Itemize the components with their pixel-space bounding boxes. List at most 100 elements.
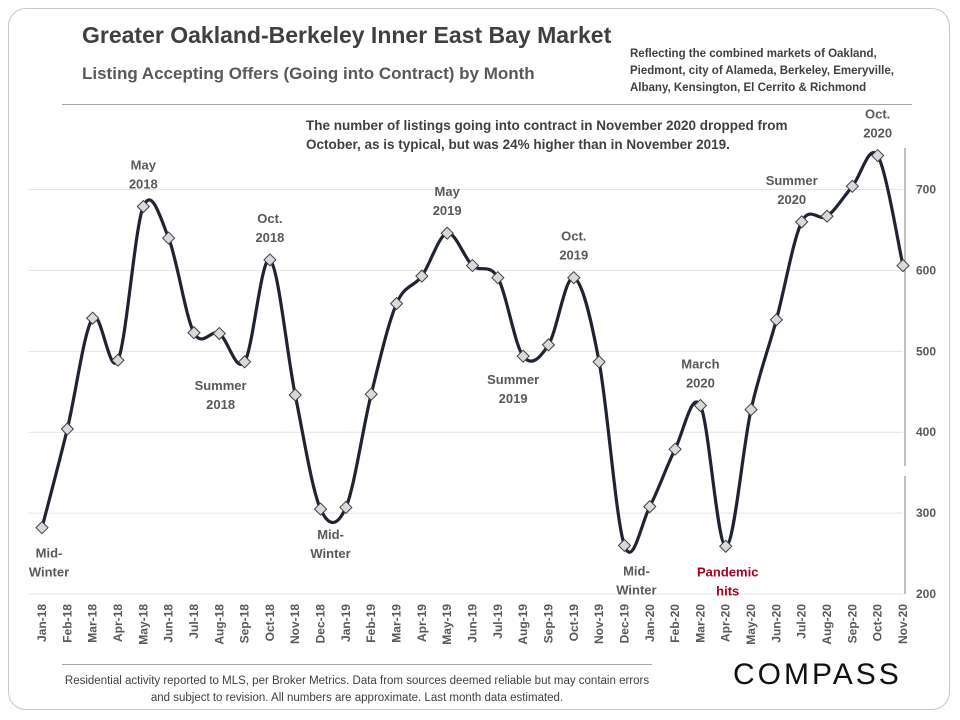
- data-point: [541, 338, 556, 352]
- data-point: [491, 271, 505, 285]
- point-annotation: 2018: [129, 177, 158, 192]
- data-point: [187, 326, 201, 340]
- data-point: [389, 296, 404, 311]
- data-point: [35, 520, 49, 535]
- x-tick-label: Oct-19: [567, 604, 581, 642]
- x-tick-label: Feb-18: [60, 604, 74, 643]
- y-tick-label: 700: [916, 183, 936, 197]
- point-annotation: 2018: [206, 397, 235, 412]
- data-point: [237, 355, 252, 369]
- x-tick-label: Jul-19: [491, 604, 505, 639]
- data-point: [567, 271, 581, 285]
- gridlines: [28, 189, 903, 595]
- point-annotation: Summer: [766, 173, 818, 188]
- x-tick-label: Aug-18: [212, 604, 226, 645]
- point-annotation: March: [681, 357, 719, 372]
- data-point: [870, 148, 885, 163]
- x-tick-label: Apr-18: [111, 604, 125, 642]
- point-annotation: Oct.: [257, 211, 282, 226]
- x-tick-label: Aug-20: [820, 604, 834, 645]
- point-annotation: 2018: [255, 230, 284, 245]
- x-tick-label: May-18: [136, 604, 150, 645]
- point-annotations: Mid- Winter May 2018 Summer 2018 Oct. 2018 Mid- W…: [29, 107, 892, 599]
- point-annotation: 2020: [686, 376, 715, 391]
- x-tick-label: Feb-20: [668, 604, 682, 643]
- data-point: [516, 349, 530, 363]
- chart-title: Greater Oakland-Berkeley Inner East Bay …: [82, 22, 612, 48]
- x-tick-label: Apr-19: [415, 604, 429, 642]
- y-tick-label: 500: [916, 344, 936, 358]
- point-annotation: Winter: [616, 582, 656, 597]
- point-annotation: May: [131, 158, 157, 173]
- point-annotation: Summer: [195, 378, 247, 393]
- data-point: [313, 502, 328, 516]
- y-tick-label: 600: [916, 263, 936, 277]
- point-annotation: 2019: [559, 248, 588, 263]
- data-point: [60, 422, 75, 436]
- point-annotation: Winter: [29, 565, 69, 580]
- data-point: [111, 353, 125, 367]
- x-tick-label: Feb-19: [364, 604, 378, 643]
- x-tick-label: Dec-18: [314, 604, 328, 644]
- chart-subtitle: Listing Accepting Offers (Going into Con…: [82, 64, 535, 83]
- data-point: [339, 500, 353, 515]
- data-point: [136, 199, 151, 214]
- x-tick-label: Jan-20: [643, 604, 657, 642]
- data-point: [719, 539, 733, 553]
- data-point: [465, 258, 480, 273]
- data-point: [288, 388, 302, 402]
- x-tick-label: Dec-19: [617, 604, 631, 644]
- x-tick-label: Nov-18: [288, 604, 302, 644]
- chart-annotation: The number of listings going into contra…: [306, 118, 788, 152]
- y-tick-label: 300: [916, 506, 936, 520]
- data-point: [85, 311, 100, 325]
- x-tick-label: Sep-18: [238, 604, 252, 644]
- point-annotation: 2019: [499, 391, 528, 406]
- x-tick-label: Jan-18: [35, 604, 49, 642]
- data-point: [794, 215, 809, 229]
- data-point: [440, 226, 454, 240]
- data-point: [263, 253, 277, 267]
- x-tick-label: Mar-18: [86, 604, 100, 643]
- x-tick-label: Oct-20: [871, 604, 885, 642]
- x-tick-label: Nov-20: [896, 604, 910, 644]
- y-tick-label: 400: [916, 425, 936, 439]
- data-point: [896, 258, 910, 273]
- markets-note: Reflecting the combined markets of Oakla…: [630, 48, 894, 94]
- x-tick-label: Mar-20: [693, 604, 707, 643]
- data-point: [592, 355, 606, 369]
- y-tick-label: 200: [916, 587, 936, 601]
- data-markers: [35, 148, 910, 553]
- data-point: [643, 499, 657, 514]
- data-point: [617, 538, 632, 553]
- point-annotation: Summer: [487, 372, 539, 387]
- point-annotation: Winter: [310, 546, 350, 561]
- y-axis: 200 300 400 500 600 700: [904, 148, 936, 601]
- point-annotation: Mid-: [623, 563, 650, 578]
- x-tick-label: Oct-18: [263, 604, 277, 642]
- point-annotation: Oct.: [865, 107, 890, 122]
- series-line: [40, 151, 905, 554]
- x-tick-label: Sep-20: [845, 604, 859, 644]
- data-point: [693, 398, 708, 413]
- x-tick-label: Mar-19: [390, 604, 404, 643]
- footnote: Residential activity reported to MLS, pe…: [62, 664, 652, 707]
- data-point: [769, 313, 784, 327]
- x-tick-label: Jul-20: [795, 604, 809, 639]
- x-tick-label: Jan-19: [339, 604, 353, 642]
- x-tick-label: Jun-19: [466, 604, 480, 643]
- point-annotation: Pandemic: [697, 564, 758, 579]
- x-tick-label: Jun-18: [162, 604, 176, 643]
- data-point: [415, 269, 429, 283]
- x-axis: Jan-18 Feb-18 Mar-18 Apr-18 May-18 Jun-18 Jul-…: [35, 604, 910, 645]
- data-point: [744, 402, 758, 417]
- x-tick-label: May-20: [744, 604, 758, 645]
- point-annotation: 2020: [863, 126, 892, 141]
- data-point: [364, 387, 378, 401]
- x-tick-label: Jun-20: [769, 604, 783, 643]
- data-point: [668, 442, 682, 456]
- point-annotation: 2019: [433, 203, 462, 218]
- point-annotation: Mid-: [36, 546, 63, 561]
- point-annotation: 2020: [777, 192, 806, 207]
